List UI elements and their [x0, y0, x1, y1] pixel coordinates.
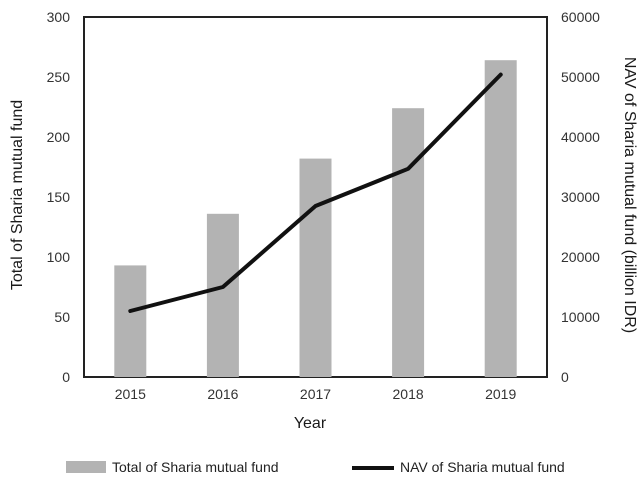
bar-2015 — [114, 265, 147, 377]
left-tick-label: 100 — [47, 249, 71, 265]
legend-line-label: NAV of Sharia mutual fund — [400, 459, 565, 475]
right-tick-label: 40000 — [561, 129, 600, 145]
bar-2018 — [392, 108, 425, 377]
x-tick-label: 2015 — [115, 386, 146, 402]
legend: Total of Sharia mutual fund NAV of Shari… — [66, 459, 565, 475]
x-axis-title: Year — [294, 415, 327, 432]
right-tick-label: 50000 — [561, 69, 600, 85]
right-tick-label: 10000 — [561, 309, 600, 325]
left-tick-label: 200 — [47, 129, 71, 145]
bars-layer — [114, 60, 517, 377]
right-tick-label: 30000 — [561, 189, 600, 205]
x-tick-label: 2016 — [207, 386, 238, 402]
x-axis-ticks: 2015 2016 2017 2018 2019 — [115, 386, 517, 402]
right-tick-label: 0 — [561, 369, 569, 385]
left-tick-label: 150 — [47, 189, 71, 205]
bar-2016 — [206, 213, 239, 377]
x-tick-label: 2017 — [300, 386, 331, 402]
left-axis-ticks: 0 50 100 150 200 250 300 — [47, 9, 71, 385]
right-axis-title: NAV of Sharia mutual fund (billion IDR) — [621, 57, 638, 333]
left-tick-label: 300 — [47, 9, 71, 25]
line-layer — [128, 72, 503, 313]
bar-2017 — [299, 158, 332, 377]
legend-bar-swatch — [66, 461, 106, 473]
right-tick-label: 20000 — [561, 249, 600, 265]
left-tick-label: 50 — [54, 309, 70, 325]
left-axis-title: Total of Sharia mutual fund — [9, 100, 26, 290]
x-tick-label: 2018 — [393, 386, 424, 402]
right-tick-label: 60000 — [561, 9, 600, 25]
x-tick-label: 2019 — [485, 386, 516, 402]
legend-bar-label: Total of Sharia mutual fund — [112, 459, 279, 475]
left-tick-label: 0 — [62, 369, 70, 385]
right-axis-ticks: 0 10000 20000 30000 40000 50000 60000 — [561, 9, 600, 385]
left-tick-label: 250 — [47, 69, 71, 85]
bar-2019 — [484, 60, 517, 377]
